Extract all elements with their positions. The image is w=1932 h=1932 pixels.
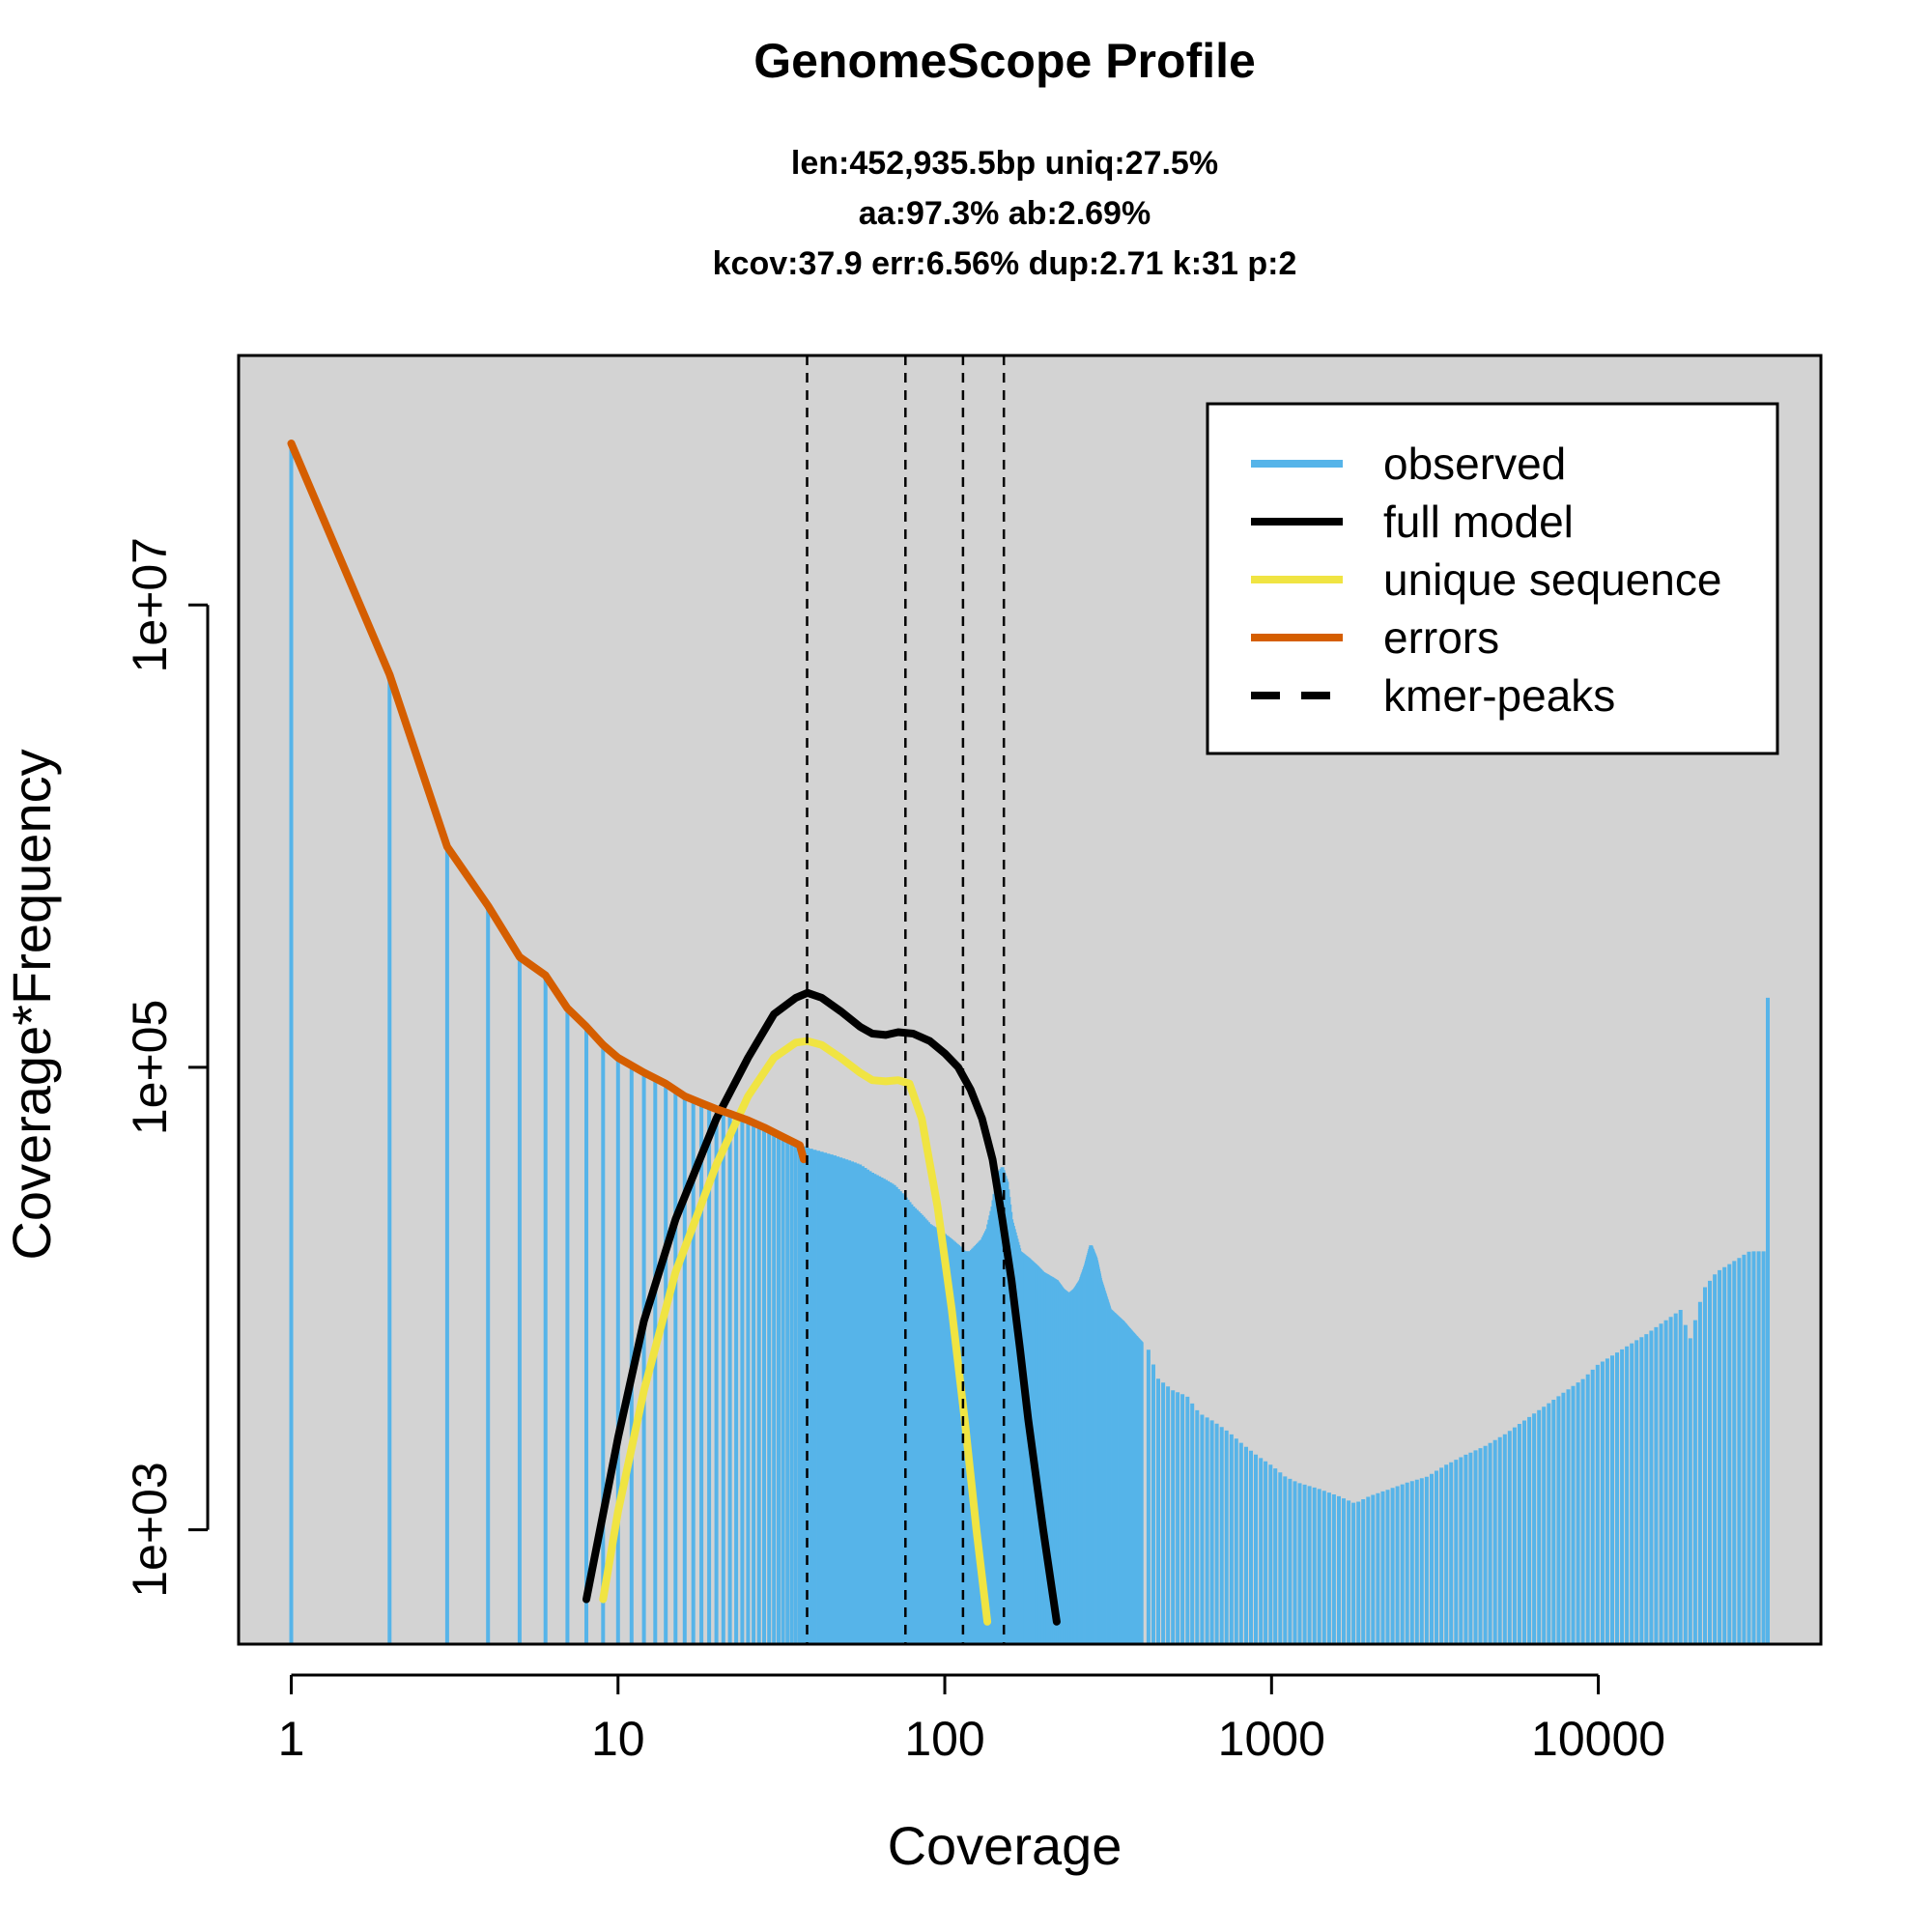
x-tick-label: 1 — [278, 1712, 305, 1766]
legend-label: unique sequence — [1383, 554, 1721, 605]
plot-frame — [237, 354, 1823, 1646]
x-axis: 1 10 100 1000 10000 — [278, 1673, 1665, 1766]
legend-label: full model — [1383, 497, 1574, 547]
x-tick-label: 10 — [591, 1712, 645, 1766]
legend-label: observed — [1383, 439, 1566, 489]
chart-title: GenomeScope Profile — [753, 34, 1256, 88]
x-axis-label: Coverage — [888, 1815, 1122, 1876]
unique-sequence-line — [599, 1037, 992, 1626]
x-tick-label: 10000 — [1531, 1712, 1665, 1766]
errors-line — [287, 440, 808, 1164]
legend-label: errors — [1383, 612, 1499, 663]
subtitle-line-3: kcov:37.9 err:6.56% dup:2.71 k:31 p:2 — [713, 245, 1297, 282]
y-tick-label: 1e+03 — [123, 1462, 177, 1597]
y-tick-label: 1e+07 — [123, 537, 177, 672]
y-axis: 1e+03 1e+05 1e+07 — [123, 537, 210, 1598]
x-tick-label: 100 — [904, 1712, 984, 1766]
legend: observed full model unique sequence errors k… — [1206, 402, 1779, 755]
x-tick-label: 1000 — [1218, 1712, 1325, 1766]
plot-data — [287, 355, 1770, 1644]
y-tick-label: 1e+05 — [123, 1000, 177, 1135]
subtitle-line-1: len:452,935.5bp uniq:27.5% — [791, 145, 1218, 182]
y-axis-label: Coverage*Frequency — [1, 749, 62, 1260]
observed-histogram — [289, 443, 1770, 1644]
legend-label: kmer-peaks — [1383, 670, 1615, 721]
subtitle-line-2: aa:97.3% ab:2.69% — [859, 195, 1151, 232]
full-model-line — [582, 988, 1061, 1626]
